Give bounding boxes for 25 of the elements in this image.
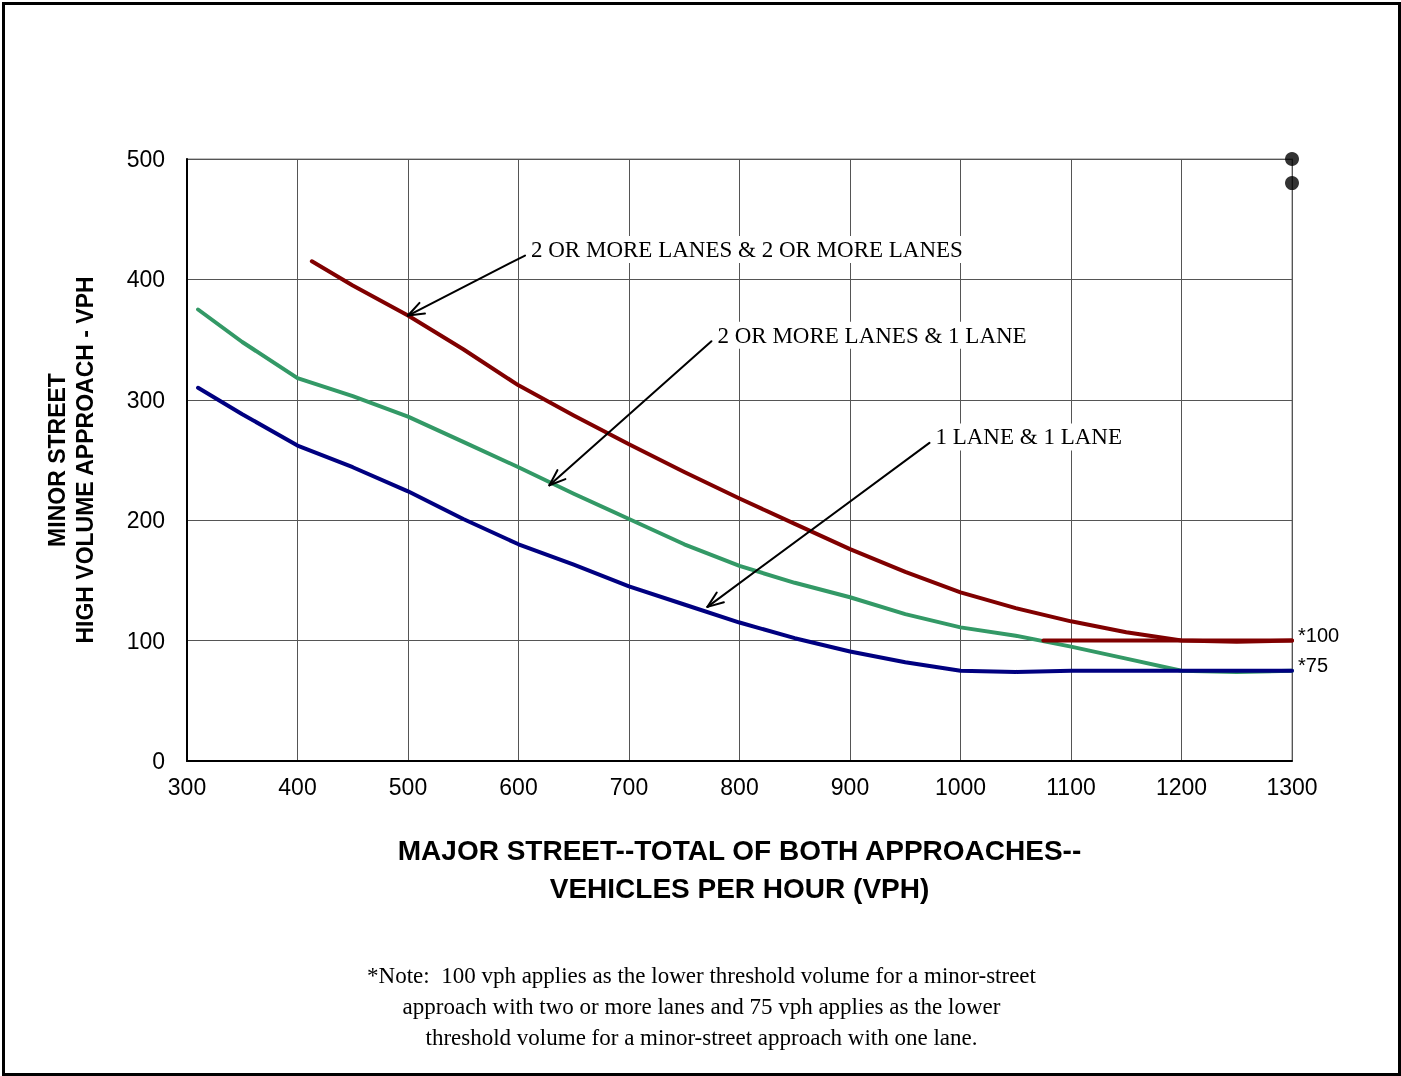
annotation: 2 OR MORE LANES & 2 OR MORE LANES xyxy=(531,237,963,263)
x-tick-label: 700 xyxy=(609,773,649,800)
x-tick-label: 800 xyxy=(720,773,759,800)
x-tick-label: 1000 xyxy=(934,773,987,800)
text: *Note: 100 vph applies as the lower threshold volume for a minor-street approach with two or more lanes and 75 vph applies as the lower threshold volume for a minor-street approach with one lane. xyxy=(367,963,1037,1050)
y-tick-label: 500 xyxy=(126,146,165,172)
x-tick-label: 1100 xyxy=(1046,773,1096,800)
y-axis-title: MINOR STREET HIGH VOLUME APPROACH - VPH xyxy=(44,276,98,644)
annotation: 2 OR MORE LANES & 1 LANE xyxy=(717,322,1027,348)
y-tick-label: 0 xyxy=(152,748,165,774)
x-tick-label: 500 xyxy=(388,773,428,800)
y-tick-label: 100 xyxy=(126,627,165,654)
annotation: 1 LANE & 1 LANE xyxy=(935,424,1122,450)
x-tick-label: 900 xyxy=(830,773,870,800)
x-tick-label: 600 xyxy=(499,773,538,800)
y-tick-label: 200 xyxy=(126,507,165,534)
y-tick-label: 300 xyxy=(126,386,165,413)
x-tick-label: 1200 xyxy=(1155,773,1208,800)
x-tick-label: 400 xyxy=(278,773,317,800)
y-tick-label: 400 xyxy=(126,266,165,293)
x-axis-title: MAJOR STREET--TOTAL OF BOTH APPROACHES-- VEHICLES PER HOUR (VPH) xyxy=(397,834,1082,904)
annotation: *100 xyxy=(1298,623,1340,646)
annotation: *75 xyxy=(1298,653,1329,676)
x-tick-label: 300 xyxy=(167,773,207,800)
x-tick-label: 1300 xyxy=(1266,773,1318,800)
